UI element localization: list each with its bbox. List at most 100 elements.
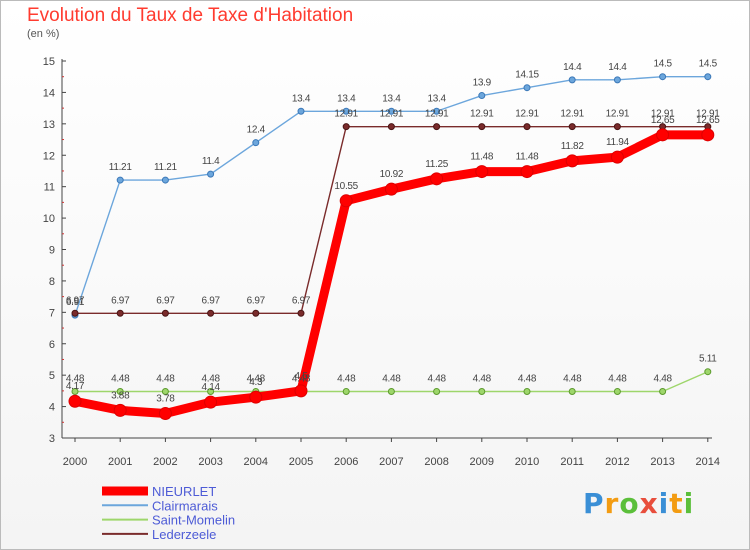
data-label: 13.4 (382, 93, 401, 104)
data-label: 5.11 (699, 354, 717, 365)
data-point (433, 388, 441, 396)
data-point (568, 76, 576, 84)
data-point (520, 165, 534, 179)
data-point (478, 92, 486, 100)
data-label: 3.78 (156, 393, 175, 404)
data-point (161, 388, 169, 396)
data-point (659, 73, 667, 81)
y-tick-label: 13 (43, 119, 55, 131)
data-label: 6.97 (292, 295, 311, 306)
x-tick-label: 2013 (650, 456, 674, 468)
data-label: 11.82 (561, 141, 585, 152)
data-label: 4.5 (294, 371, 308, 382)
data-label: 4.48 (247, 374, 266, 385)
data-label: 4.48 (292, 374, 311, 385)
data-label: 12.91 (334, 109, 358, 120)
x-tick-label: 2014 (696, 456, 720, 468)
legend-label: Saint-Momelin (152, 513, 235, 528)
data-point (613, 76, 621, 84)
data-label: 12.65 (696, 115, 720, 126)
data-label: 4.48 (608, 374, 627, 385)
data-label: 13.9 (473, 78, 492, 89)
data-label: 4.48 (382, 374, 401, 385)
x-tick-label: 2003 (198, 456, 222, 468)
data-label: 4.14 (201, 382, 220, 393)
data-label: 6.97 (247, 295, 266, 306)
data-label: 12.91 (606, 109, 630, 120)
x-tick-label: 2012 (605, 456, 629, 468)
data-point (565, 154, 579, 168)
series-lederzeele (71, 123, 712, 317)
y-tick-label: 6 (49, 339, 55, 351)
x-tick-label: 2006 (334, 456, 358, 468)
y-tick-label: 14 (43, 87, 55, 99)
data-point (252, 139, 260, 147)
data-label: 6.97 (156, 295, 175, 306)
data-point (116, 176, 124, 184)
y-tick-label: 11 (44, 182, 55, 194)
data-label: 3.88 (111, 390, 130, 401)
data-point (384, 182, 398, 196)
data-point (568, 123, 576, 131)
data-point (523, 123, 531, 131)
data-label: 12.91 (515, 109, 539, 120)
data-point (610, 150, 624, 164)
x-tick-label: 2000 (63, 456, 87, 468)
data-label: 11.48 (470, 152, 494, 163)
series-nieurlet (68, 128, 715, 420)
data-point (478, 388, 486, 396)
x-tick-label: 2009 (470, 456, 494, 468)
data-label: 12.91 (425, 109, 449, 120)
data-label: 12.91 (696, 109, 720, 120)
x-tick-label: 2004 (244, 456, 268, 468)
logo-letter: i (683, 487, 695, 520)
y-tick-label: 3 (49, 433, 55, 445)
series-saint-momelin (71, 368, 712, 396)
data-label: 12.91 (560, 109, 584, 120)
data-point (339, 194, 353, 208)
data-label: 13.4 (427, 93, 446, 104)
y-tick-label: 7 (49, 307, 55, 319)
logo-letter: P (583, 487, 605, 520)
data-point (116, 388, 124, 396)
data-label: 14.5 (699, 59, 718, 70)
data-point (613, 123, 621, 131)
y-tick-label: 15 (43, 56, 55, 68)
y-tick-label: 12 (43, 150, 55, 162)
data-point (71, 309, 79, 317)
data-point (161, 309, 169, 317)
data-point (297, 309, 305, 317)
data-point (523, 388, 531, 396)
data-point (387, 107, 395, 115)
series-clairmarais (71, 73, 712, 319)
data-point (71, 388, 79, 396)
chart-subtitle: (en %) (27, 28, 60, 40)
data-label: 10.92 (380, 169, 404, 180)
data-point (68, 394, 82, 408)
data-label: 4.48 (201, 374, 220, 385)
data-point (430, 172, 444, 186)
data-label: 10.55 (334, 181, 358, 192)
data-point (523, 84, 531, 92)
legend-label: Lederzeele (152, 527, 216, 542)
x-tick-label: 2007 (379, 456, 403, 468)
data-point (294, 384, 308, 398)
data-point (158, 406, 172, 420)
logo-letter: o (619, 487, 640, 520)
data-label: 4.17 (66, 381, 85, 392)
data-label: 12.91 (380, 109, 404, 120)
data-point (207, 388, 215, 396)
data-label: 4.48 (563, 374, 582, 385)
proxiti-logo: Proxiti (583, 487, 694, 520)
data-label: 6.97 (201, 295, 220, 306)
data-label: 14.4 (563, 62, 582, 73)
data-label: 13.4 (292, 93, 311, 104)
y-tick-label: 4 (49, 402, 55, 414)
data-point (387, 123, 395, 131)
data-point (207, 309, 215, 317)
data-point (204, 395, 218, 409)
data-label: 12.91 (470, 109, 494, 120)
legend-label: Clairmarais (152, 498, 218, 513)
legend-label: NIEURLET (152, 484, 216, 499)
